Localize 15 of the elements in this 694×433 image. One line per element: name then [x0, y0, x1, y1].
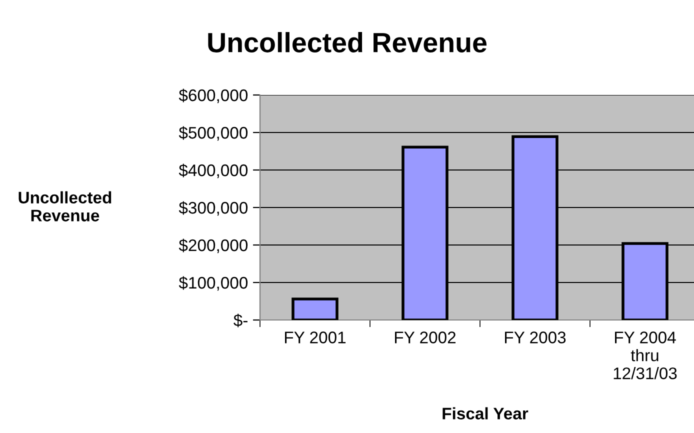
- bar: [292, 298, 338, 320]
- x-tick-label: FY 2003: [505, 332, 566, 344]
- y-tick-label: $100,000: [178, 276, 248, 291]
- y-axis-title: Uncollected Revenue: [18, 191, 112, 222]
- x-tick-label: FY 2004 thru 12/31/03: [614, 332, 677, 380]
- y-tick-label: $500,000: [178, 126, 248, 141]
- y-tick-label: $400,000: [178, 164, 248, 178]
- x-axis-title: Fiscal Year: [442, 407, 528, 420]
- chart-title: Uncollected Revenue: [208, 32, 487, 52]
- y-tick-label: $300,000: [178, 201, 248, 216]
- y-tick-label: $200,000: [178, 238, 248, 254]
- y-tick-label: $-: [234, 314, 248, 328]
- y-tick-label: $600,000: [178, 88, 248, 104]
- x-tick-label: FY 2002: [395, 332, 456, 344]
- x-tick-label: FY 2001: [285, 332, 346, 344]
